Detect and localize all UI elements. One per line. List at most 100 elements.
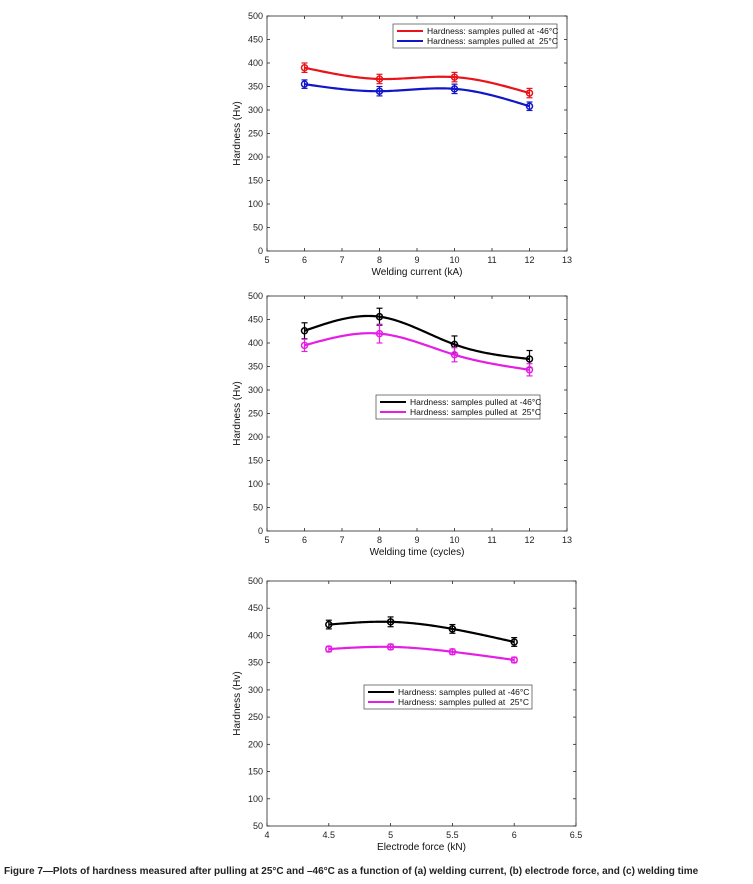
x-tick-label: 9 <box>414 255 419 265</box>
chart-panel-2: 5 6 7 8 9 10 11 12 13 0 50 100 150 200 250 300 350 400 450… <box>232 291 572 558</box>
series-2 <box>300 79 534 112</box>
x-tick-label: 11 <box>487 535 496 545</box>
y-axis-label: Hardness (Hv) <box>232 671 243 735</box>
data-point <box>375 75 384 83</box>
error-bar <box>526 363 533 377</box>
y-tick-label: 500 <box>248 11 263 21</box>
data-point <box>300 80 309 88</box>
x-tick-label: 4.5 <box>323 830 336 840</box>
data-point <box>450 73 459 81</box>
y-tick-label: 200 <box>248 152 263 162</box>
x-axis-label: Electrode force (kN) <box>377 842 466 853</box>
chart-panel-3: 4 4.5 5 5.5 6 6.5 50 100 150 200 250 300 350 400 450 50… <box>232 576 582 853</box>
x-tick-label: 5 <box>264 535 269 545</box>
y-tick-label: 50 <box>253 223 263 233</box>
y-tick-label: 450 <box>248 35 263 45</box>
y-tick-label: 400 <box>248 338 263 348</box>
data-point <box>375 312 384 321</box>
series-2 <box>325 643 518 664</box>
x-tick-label: 9 <box>414 535 419 545</box>
x-tick-label: 5.5 <box>446 830 459 840</box>
data-point <box>525 355 534 363</box>
y-tick-label: 300 <box>248 105 263 115</box>
data-point <box>325 645 333 653</box>
x-tick-label: 11 <box>487 255 496 265</box>
series-line <box>304 83 530 108</box>
y-tick-label: 500 <box>248 291 263 301</box>
y-tick-label: 350 <box>248 658 263 668</box>
legend: Hardness: samples pulled at -46°CHardnes… <box>375 394 541 420</box>
y-axis-label: Hardness (Hv) <box>232 101 243 165</box>
error-bar <box>376 323 383 344</box>
x-tick-label: 5 <box>264 255 269 265</box>
x-tick-label: 8 <box>377 535 382 545</box>
series-line <box>328 645 515 662</box>
series-2 <box>300 323 534 377</box>
series-line <box>328 620 515 644</box>
data-point <box>375 87 384 95</box>
plot-area <box>266 15 568 252</box>
x-tick-label: 10 <box>449 255 459 265</box>
legend-entry: Hardness: samples pulled at 25°C <box>398 697 529 707</box>
series-1 <box>325 616 518 647</box>
x-tick-label: 6.5 <box>570 830 583 840</box>
legend-entry: Hardness: samples pulled at -46°C <box>398 687 529 697</box>
y-tick-label: 450 <box>248 603 263 613</box>
y-tick-label: 100 <box>248 199 263 209</box>
x-tick-label: 13 <box>562 255 572 265</box>
y-tick-label: 300 <box>248 385 263 395</box>
y-tick-label: 150 <box>248 456 263 466</box>
series-line <box>304 66 530 95</box>
y-tick-label: 150 <box>248 176 263 186</box>
legend-entry: Hardness: samples pulled at -46°C <box>410 397 541 407</box>
y-tick-label: 350 <box>248 82 263 92</box>
legend-entry: Hardness: samples pulled at 25°C <box>410 407 541 417</box>
y-tick-label: 50 <box>253 821 263 831</box>
data-point <box>386 618 395 626</box>
legend: Hardness: samples pulled at -46°CHardnes… <box>392 23 558 49</box>
x-tick-label: 13 <box>562 535 572 545</box>
y-tick-label: 300 <box>248 685 263 695</box>
x-tick-label: 5 <box>388 830 393 840</box>
series-1 <box>300 62 534 99</box>
data-point <box>300 63 309 72</box>
data-point <box>448 625 457 633</box>
y-tick-label: 450 <box>248 315 263 325</box>
y-tick-label: 250 <box>248 409 263 419</box>
x-tick-label: 12 <box>524 255 534 265</box>
data-point <box>525 102 534 110</box>
y-tick-label: 0 <box>258 246 263 256</box>
data-point <box>448 648 457 656</box>
y-tick-label: 350 <box>248 362 263 372</box>
data-point <box>375 329 384 338</box>
x-tick-label: 7 <box>339 255 344 265</box>
legend-entry: Hardness: samples pulled at 25°C <box>427 36 558 46</box>
series-line <box>304 314 530 361</box>
data-point <box>525 366 534 374</box>
y-tick-label: 200 <box>248 432 263 442</box>
x-tick-label: 6 <box>302 255 307 265</box>
legend-box <box>392 23 558 49</box>
y-tick-label: 100 <box>248 479 263 489</box>
data-point <box>450 85 459 93</box>
y-axis-label: Hardness (Hv) <box>232 381 243 445</box>
data-point <box>450 351 459 359</box>
x-tick-label: 6 <box>512 830 517 840</box>
data-point <box>386 643 395 651</box>
data-point <box>300 341 309 350</box>
y-tick-label: 0 <box>258 526 263 536</box>
y-tick-label: 200 <box>248 739 263 749</box>
x-tick-label: 4 <box>264 830 269 840</box>
error-bar <box>301 338 308 353</box>
data-point <box>510 638 518 646</box>
y-tick-label: 150 <box>248 767 263 777</box>
data-point <box>525 89 534 97</box>
series-line <box>304 332 530 371</box>
data-point <box>325 620 333 629</box>
x-tick-label: 12 <box>524 535 534 545</box>
x-axis-label: Welding time (cycles) <box>370 547 465 558</box>
legend: Hardness: samples pulled at -46°CHardnes… <box>363 684 533 710</box>
y-tick-label: 500 <box>248 576 263 586</box>
y-tick-label: 400 <box>248 58 263 68</box>
